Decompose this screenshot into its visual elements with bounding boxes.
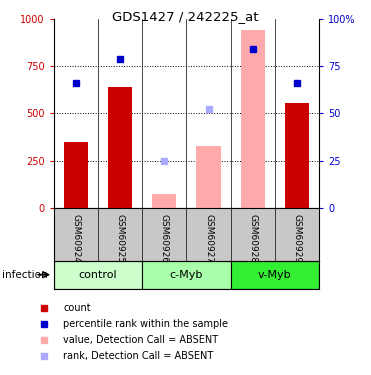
Bar [108, 87, 132, 208]
Bar [64, 142, 88, 208]
Text: GSM60925: GSM60925 [116, 214, 125, 264]
Bar [152, 194, 177, 208]
Text: GSM60929: GSM60929 [292, 214, 302, 264]
Text: GSM60924: GSM60924 [71, 214, 81, 263]
Bar [142, 261, 231, 289]
Text: GSM60927: GSM60927 [204, 214, 213, 264]
Text: percentile rank within the sample: percentile rank within the sample [63, 319, 228, 328]
Bar [54, 261, 142, 289]
Text: v-Myb: v-Myb [258, 270, 292, 280]
Text: GSM60928: GSM60928 [248, 214, 257, 264]
Text: GSM60926: GSM60926 [160, 214, 169, 264]
Bar [196, 146, 221, 208]
Bar [285, 103, 309, 208]
Text: GDS1427 / 242225_at: GDS1427 / 242225_at [112, 10, 259, 24]
Bar [231, 261, 319, 289]
Text: count: count [63, 303, 91, 313]
Text: rank, Detection Call = ABSENT: rank, Detection Call = ABSENT [63, 351, 213, 360]
Text: value, Detection Call = ABSENT: value, Detection Call = ABSENT [63, 334, 219, 345]
Text: control: control [79, 270, 117, 280]
Bar [240, 30, 265, 208]
Text: infection: infection [2, 270, 47, 280]
Text: c-Myb: c-Myb [170, 270, 203, 280]
